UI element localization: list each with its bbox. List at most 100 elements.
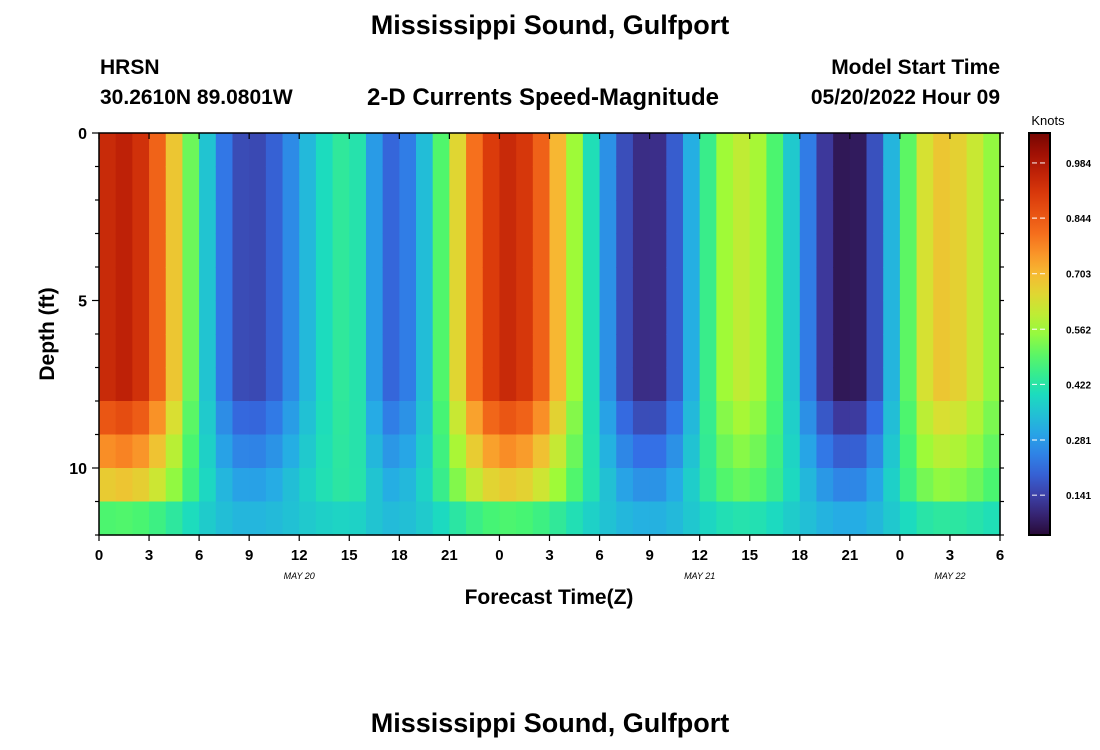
- heatmap-cell: [566, 166, 584, 201]
- heatmap-cell: [883, 434, 901, 469]
- heatmap-cell: [632, 300, 651, 335]
- heatmap-cell: [416, 401, 434, 436]
- heatmap-cell: [666, 166, 684, 201]
- x-tick-label: 12: [691, 547, 708, 564]
- heatmap-cell: [582, 233, 601, 268]
- heatmap-cell: [466, 233, 484, 268]
- heatmap-cell: [382, 133, 400, 168]
- heatmap-cell: [132, 334, 150, 369]
- heatmap-cell: [649, 166, 667, 201]
- heatmap-cell: [532, 401, 551, 436]
- heatmap-cell: [299, 133, 317, 168]
- heatmap-cell: [582, 468, 601, 503]
- heatmap-cell: [215, 233, 234, 268]
- heatmap-cell: [566, 200, 584, 235]
- heatmap-cell: [949, 367, 968, 402]
- heatmap-cell: [115, 267, 133, 302]
- heatmap-cell: [983, 200, 1001, 235]
- x-tick-label: 6: [996, 547, 1004, 564]
- heatmap-cell: [649, 434, 667, 469]
- heatmap-cell: [466, 468, 484, 503]
- heatmap-cell: [883, 401, 901, 436]
- heatmap-cell: [766, 434, 784, 469]
- heatmap-cell: [466, 200, 484, 235]
- heatmap-cell: [833, 468, 851, 503]
- heatmap-cell: [482, 334, 501, 369]
- heatmap-cell: [733, 267, 751, 302]
- heatmap-cell: [315, 267, 334, 302]
- heatmap-cell: [382, 267, 400, 302]
- heatmap-cell: [332, 267, 350, 302]
- heatmap-cell: [432, 233, 450, 268]
- heatmap-cell: [349, 401, 367, 436]
- heatmap-cell: [716, 200, 734, 235]
- heatmap-cell: [799, 367, 818, 402]
- heatmap-cell: [416, 267, 434, 302]
- heatmap-cell: [682, 200, 701, 235]
- heatmap-cell: [632, 334, 651, 369]
- heatmap-cell: [499, 267, 517, 302]
- heatmap-cell: [365, 300, 384, 335]
- heatmap-cell: [265, 233, 284, 268]
- heatmap-cell: [582, 367, 601, 402]
- heatmap-cell: [115, 434, 133, 469]
- heatmap-cell: [416, 233, 434, 268]
- heatmap-cell: [849, 267, 868, 302]
- heatmap-cell: [783, 334, 801, 369]
- x-tick-label: 3: [545, 547, 553, 564]
- axes: 0 3 6 9 12 15 18 21 0 3 6 9 12 15 18 21 0 3 6 MAY 20 MAY 21 M…: [69, 126, 1004, 581]
- heatmap-cell: [332, 200, 350, 235]
- y-tick-label: 0: [78, 126, 87, 143]
- heatmap-cell: [99, 267, 117, 302]
- heatmap-cell: [733, 434, 751, 469]
- heatmap-cell: [265, 300, 284, 335]
- heatmap-cell: [382, 367, 400, 402]
- heatmap-cell: [733, 334, 751, 369]
- heatmap-cell: [315, 334, 334, 369]
- heatmap-cell: [682, 367, 701, 402]
- heatmap-cell: [282, 401, 300, 436]
- heatmap-cell: [849, 200, 868, 235]
- heatmap-cell: [966, 300, 984, 335]
- heatmap-cell: [849, 300, 868, 335]
- colorbar-ticks: 0.141 0.281 0.422 0.562 0.703 0.844 0.984: [1032, 159, 1091, 502]
- heatmap-cell: [399, 133, 417, 168]
- heatmap-cell: [833, 434, 851, 469]
- heatmap-cell: [799, 133, 818, 168]
- heatmap-cell: [99, 401, 117, 436]
- heatmap-cell: [199, 200, 217, 235]
- heatmap-cell: [799, 166, 818, 201]
- heatmap-cell: [115, 200, 133, 235]
- heatmap-cell: [599, 434, 617, 469]
- footer-title: Mississippi Sound, Gulfport: [370, 708, 730, 738]
- heatmap-cell: [199, 468, 217, 503]
- heatmap-cell: [833, 166, 851, 201]
- heatmap-cell: [916, 367, 934, 402]
- heatmap-cell: [666, 367, 684, 402]
- heatmap-cell: [866, 300, 884, 335]
- heatmap-cell: [716, 401, 734, 436]
- heatmap-cell: [182, 367, 200, 402]
- heatmap-cell: [349, 233, 367, 268]
- heatmap-cell: [966, 434, 984, 469]
- heatmap-cell: [632, 434, 651, 469]
- heatmap-cell: [399, 267, 417, 302]
- heatmap-cell: [699, 267, 717, 302]
- heatmap-cell: [99, 133, 117, 168]
- heatmap-cell: [983, 133, 1001, 168]
- heatmap-cell: [432, 468, 450, 503]
- heatmap-cell: [199, 233, 217, 268]
- heatmap-cell: [282, 166, 300, 201]
- heatmap-cell: [983, 434, 1001, 469]
- heatmap-cell: [883, 233, 901, 268]
- heatmap-cell: [582, 166, 601, 201]
- heatmap-cell: [232, 367, 250, 402]
- heatmap-cell: [165, 267, 184, 302]
- heatmap-cell: [516, 434, 534, 469]
- heatmap-cell: [332, 434, 350, 469]
- heatmap-cell: [282, 133, 300, 168]
- heatmap-cell: [899, 401, 918, 436]
- heatmap-cell: [549, 501, 567, 536]
- heatmap-cell: [916, 468, 934, 503]
- heatmap-cell: [265, 133, 284, 168]
